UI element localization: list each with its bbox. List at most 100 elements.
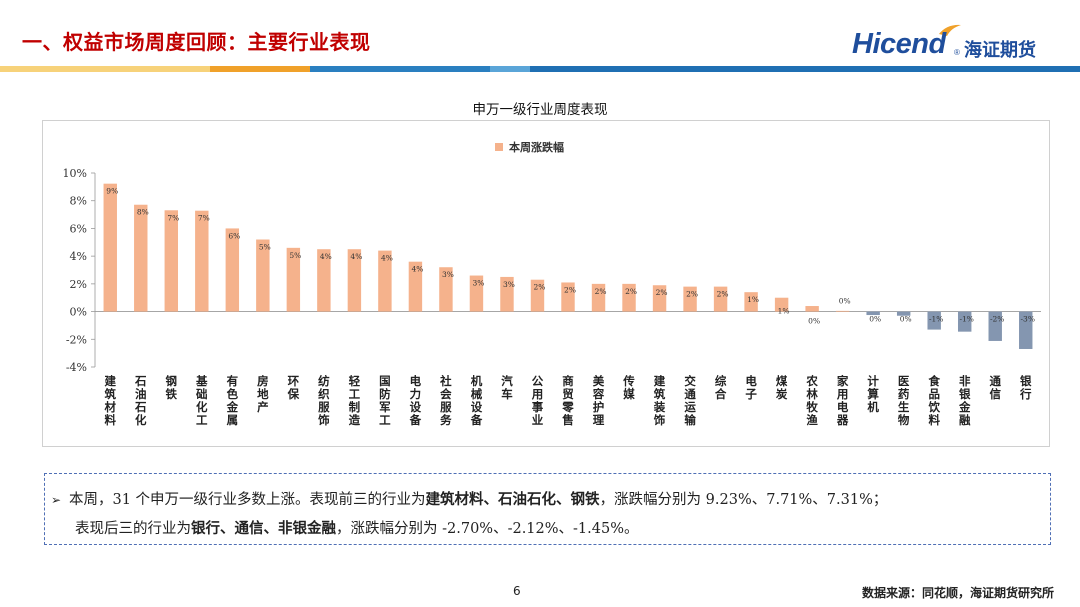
strip-segment [530, 66, 1080, 72]
bar [988, 311, 1002, 341]
category-label-char: 融 [959, 413, 971, 427]
summary-top-sectors: 建筑材料、石油石化、钢铁 [425, 491, 600, 508]
data-label: 8% [137, 208, 149, 217]
category-label-char: 纺 [318, 374, 330, 388]
category-label-char: 会 [439, 387, 452, 401]
y-tick-label: 8% [70, 195, 87, 208]
bar [103, 183, 117, 312]
data-label: 2% [656, 288, 668, 297]
strip-segment [210, 66, 310, 72]
category-label-char: 油 [135, 387, 147, 401]
category-label-char: 金 [226, 400, 239, 414]
data-label: 0% [869, 315, 881, 324]
data-label: -2% [990, 315, 1004, 324]
category-label-char: 用 [836, 387, 849, 401]
category-label-char: 环 [288, 374, 300, 388]
category-label-char: 炭 [776, 387, 788, 401]
bar [835, 310, 850, 312]
category-label-char: 饰 [654, 413, 666, 427]
data-label: 7% [167, 213, 179, 222]
category-label-char: 通 [684, 387, 696, 401]
category-label-char: 金 [958, 400, 971, 414]
data-label: -3% [1021, 315, 1035, 324]
category-label-char: 化 [135, 413, 147, 427]
data-label: 0% [900, 315, 912, 324]
bar [591, 283, 606, 312]
chart-frame: 10% 8% 6% 4% 2% 0% -2% -4% 本周涨跌幅 9% 建筑材料 8% 石油石化 7% 钢铁… [42, 120, 1050, 447]
category-label-char: 生 [898, 400, 910, 414]
category-label-char: 制 [349, 400, 361, 414]
category-label-char: 公 [532, 374, 544, 388]
bar [195, 210, 209, 312]
data-label: 7% [198, 214, 210, 223]
category-label-char: 国 [379, 374, 391, 388]
category-label-char: 料 [928, 413, 940, 427]
bar [561, 282, 575, 312]
category-label-char: 电 [410, 374, 422, 388]
y-tick-label: -4% [66, 361, 87, 374]
data-label: 4% [350, 252, 362, 261]
category-label-char: 筑 [105, 387, 117, 401]
category-label-char: 化 [196, 400, 208, 414]
category-label-char: 服 [440, 400, 452, 414]
data-label: 3% [472, 279, 484, 288]
bar [622, 283, 636, 312]
category-label-char: 商 [562, 374, 574, 388]
category-label-char: 农 [805, 374, 818, 388]
category-label-char: 工 [349, 387, 361, 401]
category-label-char: 通 [989, 374, 1001, 388]
category-label-char: 渔 [806, 413, 818, 427]
category-label-char: 电 [745, 374, 757, 388]
summary-line-2: 表现后三的行业为银行、通信、非银金融，涨跌幅分别为 -2.70%、-2.12%、… [75, 517, 639, 538]
bar [713, 286, 728, 312]
category-label-char: 贸 [562, 387, 574, 401]
category-label-char: 合 [715, 387, 727, 401]
category-label-char: 石 [134, 400, 147, 414]
data-label: 2% [717, 290, 729, 299]
category-label-char: 装 [653, 400, 666, 414]
data-label: 0% [808, 317, 820, 326]
category-label-char: 食 [928, 374, 940, 388]
data-label: 4% [411, 265, 423, 274]
data-label: 3% [503, 280, 515, 289]
category-label-char: 传 [622, 374, 635, 388]
chart-title: 申万一级行业周度表现 [472, 102, 608, 118]
summary-line-1: ➢ 本周，31 个申万一级行业多数上涨。表现前三的行业为建筑材料、石油石化、钢铁，… [51, 488, 887, 509]
category-label-char: 理 [593, 413, 605, 427]
category-label-char: 综 [715, 374, 727, 388]
category-label-char: 机 [867, 400, 879, 414]
category-label-char: 计 [867, 374, 879, 388]
bar [1019, 311, 1033, 349]
bar [225, 228, 240, 312]
bar [683, 286, 697, 312]
bar [652, 285, 667, 312]
category-label-char: 容 [592, 387, 605, 401]
category-label-char: 设 [471, 400, 483, 414]
category-label-char: 非 [959, 374, 971, 388]
category-label-char: 信 [989, 387, 1001, 401]
data-label: 2% [595, 287, 607, 296]
logo-text-en: Hicend [852, 28, 946, 60]
page-title: 一、权益市场周度回顾：主要行业表现 [22, 30, 371, 54]
y-tick-label: 4% [70, 250, 87, 263]
data-label: 2% [534, 283, 546, 292]
category-label-char: 输 [684, 413, 696, 427]
bar [439, 267, 453, 312]
data-source: 数据来源：同花顺，海证期货研究所 [861, 586, 1054, 600]
summary-text: ，涨跌幅分别为 -2.70%、-2.12%、-1.45%。 [336, 521, 639, 537]
summary-box: ➢ 本周，31 个申万一级行业多数上涨。表现前三的行业为建筑材料、石油石化、钢铁，… [44, 473, 1051, 545]
category-label-char: 牧 [806, 400, 818, 414]
data-label: 4% [381, 254, 393, 263]
data-label: 9% [106, 187, 118, 196]
category-label-char: 备 [409, 413, 422, 427]
category-label-char: 工 [196, 413, 208, 427]
data-label: 6% [228, 231, 240, 240]
strip-segment [310, 66, 490, 72]
category-label-char: 础 [196, 387, 208, 401]
category-label-char: 保 [287, 387, 300, 401]
category-label-char: 护 [593, 400, 605, 414]
data-label: 0% [839, 297, 851, 306]
bar-chart: 10%8%6%4%2%0%-2%-4%本周涨跌幅9%建筑材料8%石油石化7%钢铁… [63, 140, 1041, 427]
category-label-char: 建 [105, 374, 117, 388]
category-label-char: 服 [318, 400, 330, 414]
